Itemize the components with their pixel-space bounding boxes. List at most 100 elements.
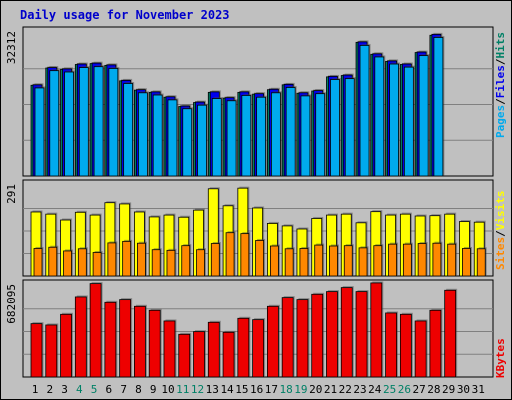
legend-text: Pages/Files/Hits bbox=[494, 32, 507, 138]
bar-files bbox=[78, 67, 89, 177]
x-tick-label: 27 bbox=[413, 383, 426, 396]
x-tick-label: 29 bbox=[442, 383, 455, 396]
bar-files bbox=[226, 100, 237, 177]
bar-kbytes bbox=[30, 323, 43, 378]
bar-files bbox=[285, 87, 296, 177]
x-tick-label: 17 bbox=[265, 383, 278, 396]
x-tick-label: 20 bbox=[309, 383, 322, 396]
bar-sites bbox=[225, 232, 235, 277]
bar-sites bbox=[373, 245, 383, 277]
x-tick-label: 28 bbox=[427, 383, 440, 396]
x-tick-label: 2 bbox=[46, 383, 53, 396]
x-tick-label: 16 bbox=[250, 383, 263, 396]
bar-files bbox=[167, 99, 178, 177]
bar-sites bbox=[462, 248, 471, 277]
x-tick-label: 1 bbox=[32, 383, 39, 396]
x-tick-label: 8 bbox=[135, 383, 142, 396]
bar-kbytes bbox=[207, 321, 220, 378]
bar-sites bbox=[48, 246, 58, 277]
x-tick-label: 4 bbox=[76, 383, 83, 396]
x-tick-label: 11 bbox=[176, 383, 189, 396]
legend-visits: Visits bbox=[494, 191, 507, 231]
bar-kbytes bbox=[414, 320, 427, 378]
legend-hits: Hits bbox=[494, 32, 507, 59]
x-tick-label: 15 bbox=[235, 383, 248, 396]
bar-kbytes bbox=[45, 324, 58, 378]
bar-kbytes bbox=[326, 291, 338, 378]
bar-files bbox=[123, 83, 134, 177]
y-axis-max-label-top: 32312 bbox=[5, 31, 18, 64]
bar-kbytes bbox=[340, 287, 353, 378]
bar-sites bbox=[255, 240, 265, 277]
x-tick-label: 23 bbox=[353, 383, 366, 396]
bar-files bbox=[403, 66, 414, 177]
x-tick-label: 14 bbox=[220, 383, 234, 396]
bar-sites bbox=[151, 249, 161, 277]
bar-kbytes bbox=[222, 331, 235, 378]
bar-files bbox=[315, 93, 326, 177]
legend-pages: Pages bbox=[494, 105, 507, 138]
bar-sites bbox=[417, 243, 427, 277]
x-tick-label: 18 bbox=[280, 383, 293, 396]
bar-files bbox=[34, 87, 45, 177]
bar-sites bbox=[476, 248, 486, 277]
bar-files bbox=[374, 56, 385, 177]
y-axis-max-label-bot: 682095 bbox=[5, 284, 18, 324]
bar-files bbox=[344, 78, 355, 177]
x-tick-label: 30 bbox=[457, 383, 470, 396]
bar-sites bbox=[181, 245, 191, 277]
legend-pages-files-hits: Pages/Files/Hits bbox=[494, 32, 507, 138]
bar-files bbox=[389, 63, 399, 177]
bar-sites bbox=[299, 248, 309, 277]
bar-kbytes bbox=[148, 309, 161, 378]
legend-kbytes: KBytes bbox=[494, 338, 507, 378]
bar-files bbox=[359, 45, 370, 177]
bar-sites bbox=[402, 243, 412, 277]
bar-kbytes bbox=[296, 299, 309, 378]
bar-files bbox=[433, 37, 444, 177]
bar-kbytes bbox=[355, 291, 368, 378]
panel-pages-files-hits: 32312 bbox=[5, 26, 494, 177]
bar-files bbox=[211, 98, 222, 177]
bar-kbytes bbox=[193, 331, 205, 378]
bar-kbytes bbox=[60, 313, 72, 378]
bar-files bbox=[300, 95, 311, 177]
bar-sites bbox=[63, 250, 72, 277]
bar-kbytes bbox=[281, 297, 294, 378]
bar-sites bbox=[240, 233, 250, 277]
bar-sites bbox=[107, 242, 117, 277]
x-tick-label: 10 bbox=[161, 383, 174, 396]
x-tick-label: 26 bbox=[398, 383, 411, 396]
bar-sites bbox=[388, 243, 397, 277]
bar-kbytes bbox=[89, 283, 102, 378]
bar-kbytes bbox=[399, 313, 412, 378]
bar-files bbox=[108, 68, 119, 177]
x-tick-label: 24 bbox=[368, 383, 382, 396]
x-tick-label: 3 bbox=[61, 383, 68, 396]
x-tick-label: 6 bbox=[106, 383, 113, 396]
bar-kbytes bbox=[163, 320, 176, 378]
bar-sites bbox=[314, 244, 324, 277]
x-tick-label: 21 bbox=[324, 383, 337, 396]
bar-kbytes bbox=[370, 282, 383, 378]
bar-files bbox=[270, 92, 281, 177]
bar-sites bbox=[329, 245, 338, 277]
bar-sites bbox=[432, 242, 442, 277]
bar-files bbox=[152, 94, 163, 177]
legend-text: Sites/Visits bbox=[494, 191, 507, 271]
bar-files bbox=[330, 79, 340, 177]
bar-sites bbox=[122, 240, 132, 277]
x-tick-label: 13 bbox=[206, 383, 219, 396]
chart-title: Daily usage for November 2023 bbox=[20, 8, 230, 22]
x-tick-label: 7 bbox=[120, 383, 127, 396]
legend-kbytes: KBytes bbox=[494, 338, 507, 378]
bar-sites bbox=[358, 247, 368, 277]
legend-files: Files bbox=[494, 65, 507, 98]
bar-sites bbox=[343, 245, 353, 277]
bar-kbytes bbox=[429, 309, 442, 378]
bar-kbytes bbox=[252, 319, 265, 378]
bar-sites bbox=[92, 252, 102, 277]
x-tick-label: 5 bbox=[91, 383, 98, 396]
bar-sites bbox=[284, 248, 294, 277]
bar-kbytes bbox=[119, 299, 132, 378]
